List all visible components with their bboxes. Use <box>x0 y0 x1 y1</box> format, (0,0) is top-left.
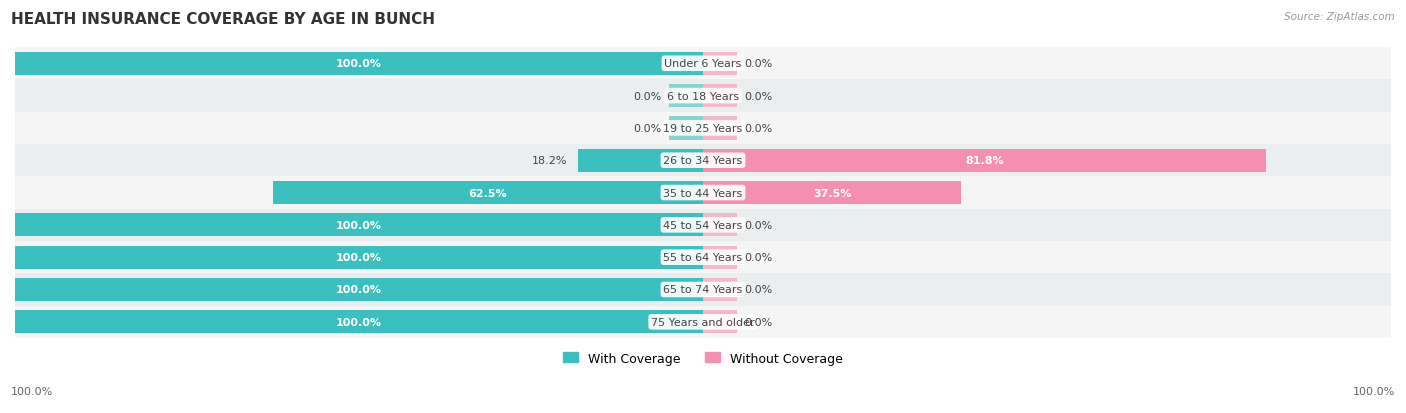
Text: 100.0%: 100.0% <box>11 387 53 396</box>
Bar <box>15 246 703 269</box>
Bar <box>703 246 737 269</box>
Text: Under 6 Years: Under 6 Years <box>665 59 741 69</box>
Bar <box>703 149 1265 173</box>
Text: 18.2%: 18.2% <box>531 156 568 166</box>
Text: 100.0%: 100.0% <box>1353 387 1395 396</box>
Text: 55 to 64 Years: 55 to 64 Years <box>664 253 742 263</box>
Bar <box>703 117 737 140</box>
Bar <box>15 177 1391 209</box>
Text: 35 to 44 Years: 35 to 44 Years <box>664 188 742 198</box>
Text: Source: ZipAtlas.com: Source: ZipAtlas.com <box>1284 12 1395 22</box>
Bar <box>703 52 737 76</box>
Bar <box>15 214 703 237</box>
Bar <box>15 80 1391 112</box>
Text: 0.0%: 0.0% <box>744 123 772 133</box>
Bar <box>703 278 737 301</box>
Text: 100.0%: 100.0% <box>336 317 382 327</box>
Text: 0.0%: 0.0% <box>744 285 772 295</box>
Text: 65 to 74 Years: 65 to 74 Years <box>664 285 742 295</box>
Text: 0.0%: 0.0% <box>634 123 662 133</box>
Text: 62.5%: 62.5% <box>468 188 508 198</box>
Text: 100.0%: 100.0% <box>336 220 382 230</box>
Text: 0.0%: 0.0% <box>744 317 772 327</box>
Text: 100.0%: 100.0% <box>336 59 382 69</box>
Text: 0.0%: 0.0% <box>744 220 772 230</box>
Text: 75 Years and older: 75 Years and older <box>651 317 755 327</box>
Bar <box>703 181 960 205</box>
Bar <box>578 149 703 173</box>
Bar <box>15 311 703 334</box>
Bar <box>15 209 1391 242</box>
Bar <box>15 145 1391 177</box>
Text: 45 to 54 Years: 45 to 54 Years <box>664 220 742 230</box>
Bar <box>15 52 703 76</box>
Text: 37.5%: 37.5% <box>813 188 851 198</box>
Text: 81.8%: 81.8% <box>965 156 1004 166</box>
Text: 19 to 25 Years: 19 to 25 Years <box>664 123 742 133</box>
Text: 0.0%: 0.0% <box>744 253 772 263</box>
Text: 6 to 18 Years: 6 to 18 Years <box>666 91 740 101</box>
Bar <box>15 274 1391 306</box>
Text: 100.0%: 100.0% <box>336 285 382 295</box>
Bar <box>15 242 1391 274</box>
Bar <box>703 311 737 334</box>
Text: 0.0%: 0.0% <box>634 91 662 101</box>
Text: 100.0%: 100.0% <box>336 253 382 263</box>
Bar <box>15 306 1391 338</box>
Bar <box>15 112 1391 145</box>
Text: 0.0%: 0.0% <box>744 91 772 101</box>
Text: HEALTH INSURANCE COVERAGE BY AGE IN BUNCH: HEALTH INSURANCE COVERAGE BY AGE IN BUNC… <box>11 12 436 27</box>
Legend: With Coverage, Without Coverage: With Coverage, Without Coverage <box>558 347 848 370</box>
Bar <box>273 181 703 205</box>
Text: 0.0%: 0.0% <box>744 59 772 69</box>
Bar <box>669 117 703 140</box>
Bar <box>703 214 737 237</box>
Bar <box>669 85 703 108</box>
Bar <box>15 278 703 301</box>
Bar <box>15 48 1391 80</box>
Bar <box>703 85 737 108</box>
Text: 26 to 34 Years: 26 to 34 Years <box>664 156 742 166</box>
